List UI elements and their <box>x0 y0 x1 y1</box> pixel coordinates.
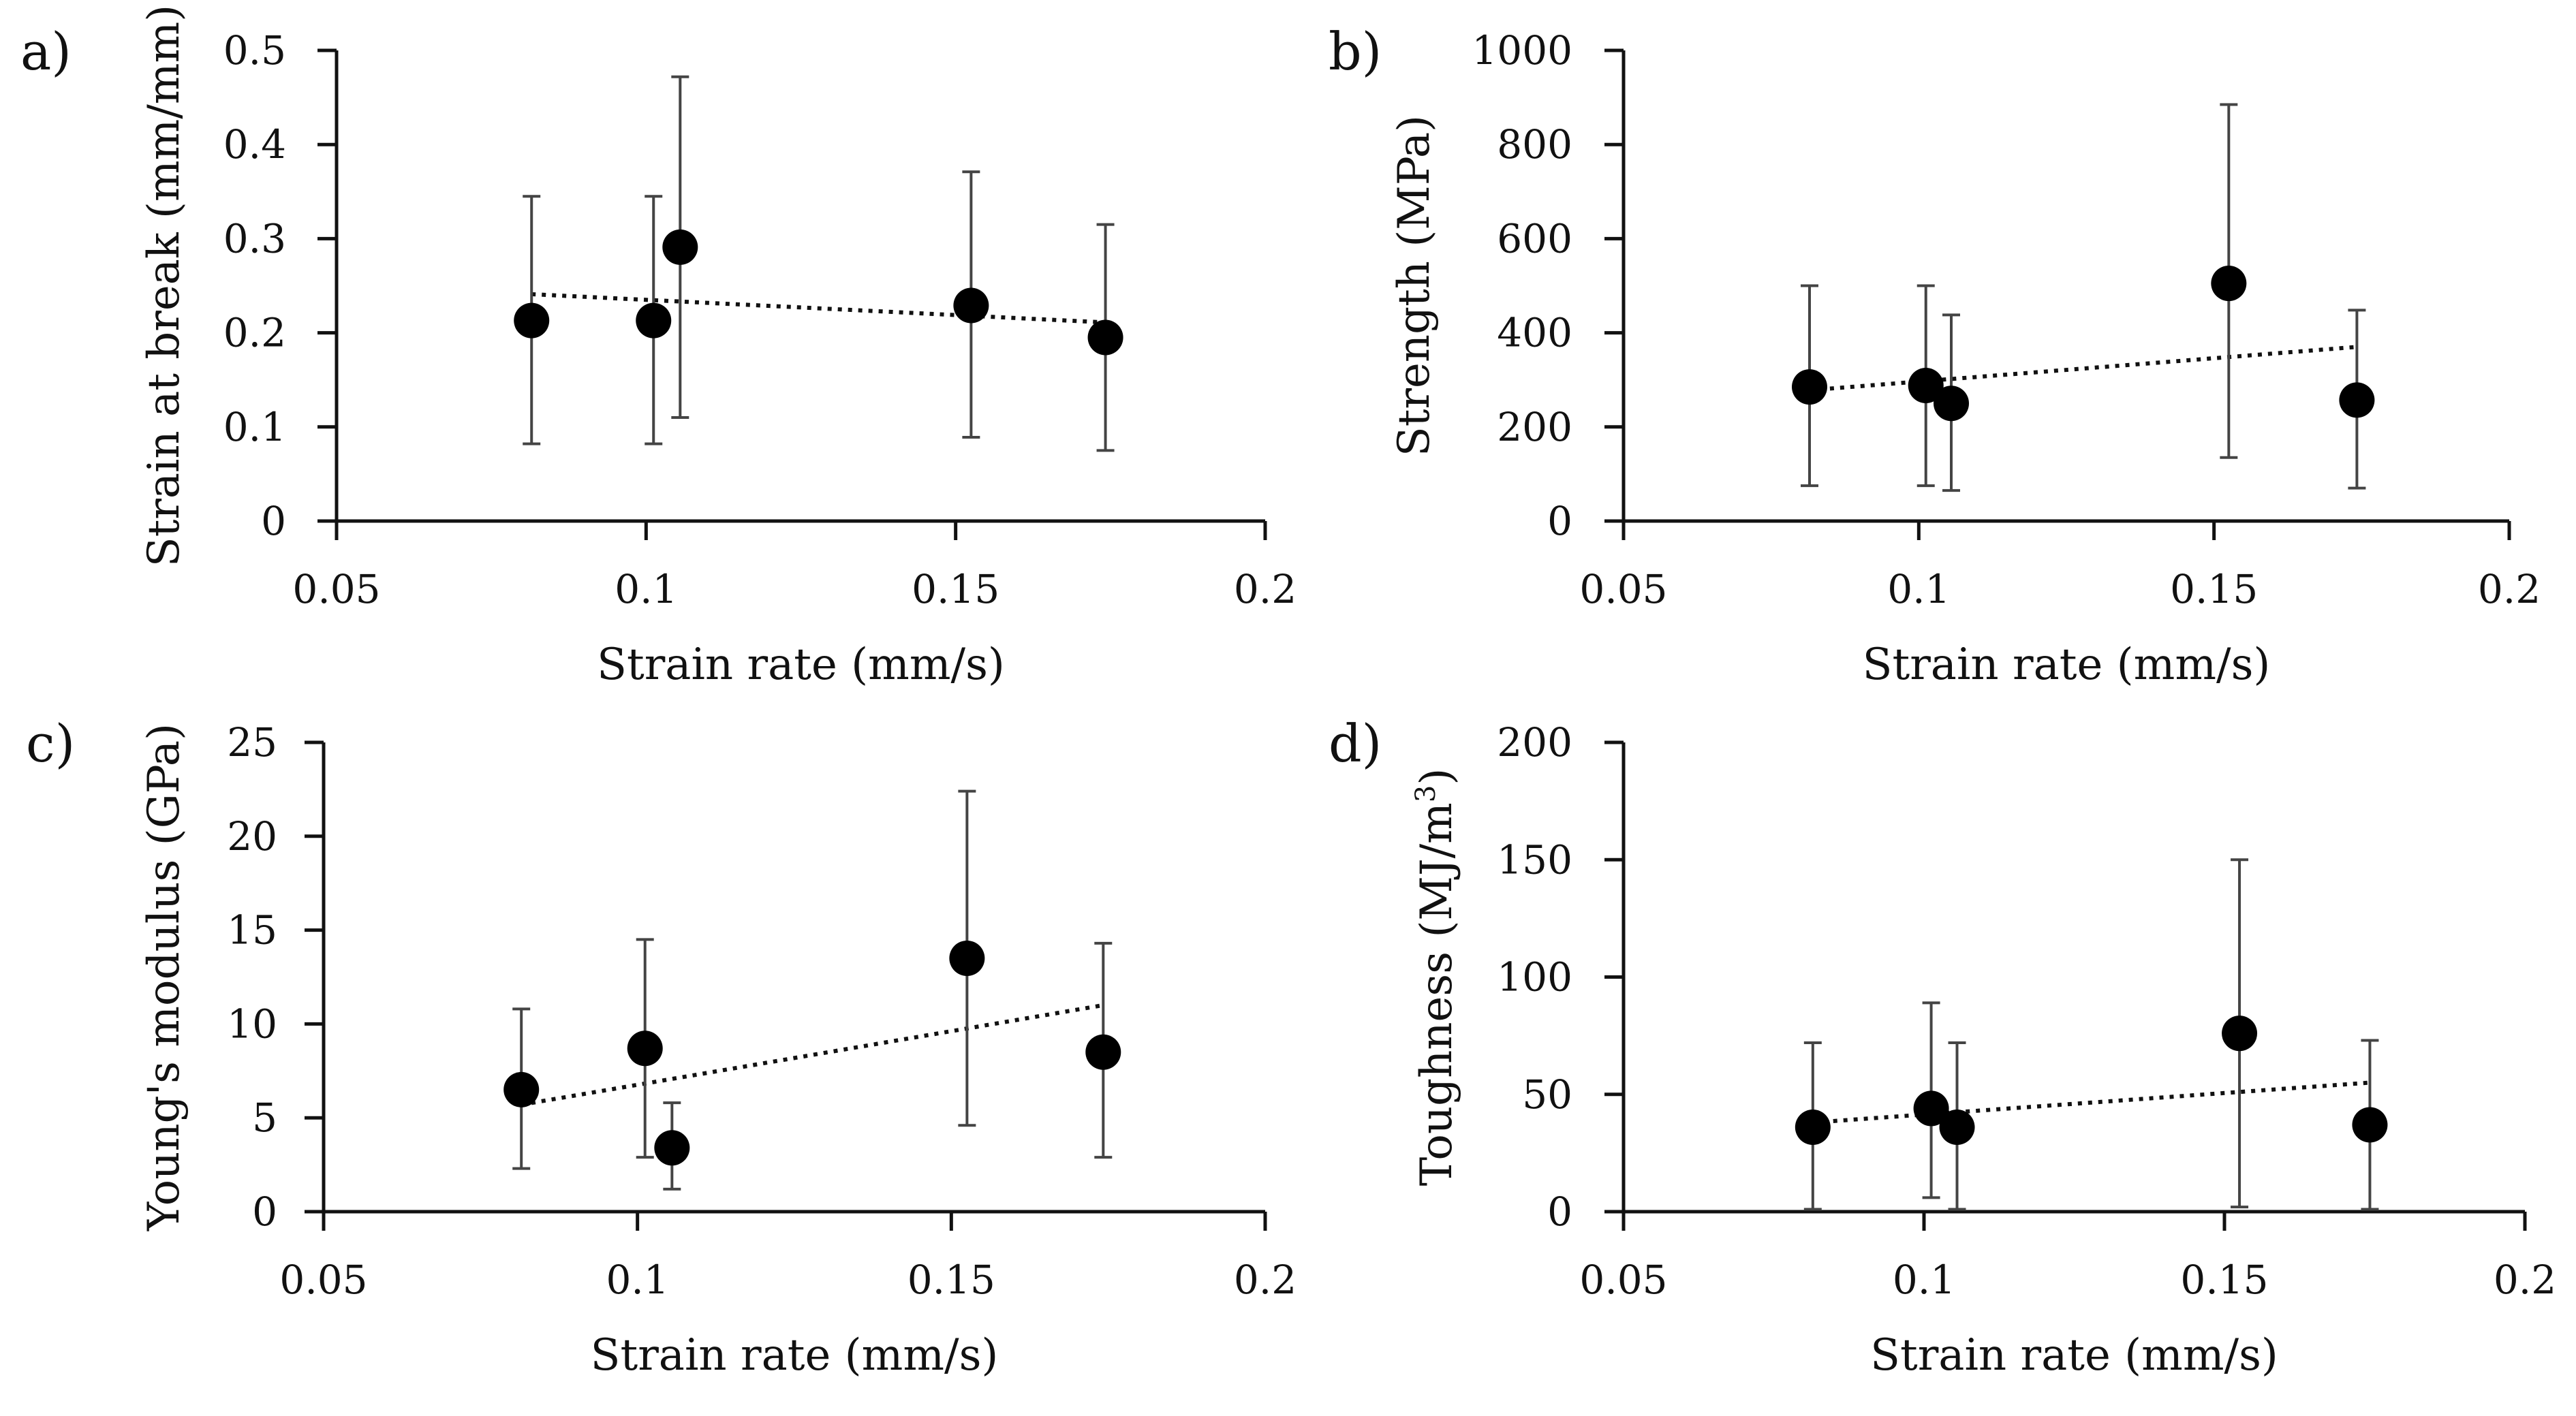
x-axis-title: Strain rate (mm/s) <box>1863 640 2271 690</box>
data-point <box>1939 1109 1975 1145</box>
x-tick-label: 0.2 <box>2478 566 2541 612</box>
y-tick-label: 600 <box>1497 215 1572 262</box>
y-tick-label: 400 <box>1497 310 1572 356</box>
y-tick-label: 0.4 <box>223 121 286 168</box>
panel-b: 0 200 400 600 800 1000 0.05 0.1 0.15 0.2 Strain ra… <box>1329 21 2541 690</box>
y-axis-title-tail: ) <box>1412 768 1462 785</box>
y-tick-label: 0 <box>1547 1189 1572 1235</box>
y-axis-title-superscript: 3 <box>1410 785 1442 802</box>
x-tick-label: 0.1 <box>606 1257 669 1303</box>
data-point <box>2211 266 2247 302</box>
y-axis-title: Young's modulus (GPa) <box>139 723 189 1231</box>
y-tick-label: 0 <box>261 498 286 544</box>
data-point <box>2352 1107 2388 1143</box>
data-point <box>2339 382 2375 418</box>
data-point <box>636 302 672 339</box>
data-point <box>503 1071 540 1107</box>
data-point <box>1795 1109 1831 1145</box>
x-tick-label: 0.2 <box>1234 566 1297 612</box>
y-tick-label: 25 <box>227 719 277 766</box>
y-tick-label: 50 <box>1522 1071 1572 1118</box>
y-tick-label: 0 <box>1547 498 1572 544</box>
panel-c: 0 5 10 15 20 25 0.05 0.1 0.15 0.2 Strain rate (mm/… <box>26 713 1297 1381</box>
panel-label: a) <box>20 21 72 82</box>
y-tick-label: 10 <box>227 1001 277 1047</box>
y-tick-label: 5 <box>252 1095 277 1141</box>
data-point <box>627 1030 663 1067</box>
y-axis-title: Toughness (MJ/m3) <box>1410 768 1462 1186</box>
trendline <box>521 1003 1104 1107</box>
data-point <box>1087 319 1123 356</box>
y-tick-label: 800 <box>1497 121 1572 168</box>
x-tick-label: 0.05 <box>1579 1257 1667 1303</box>
data-point <box>1085 1034 1121 1070</box>
y-tick-label: 0.3 <box>223 215 286 262</box>
x-tick-label: 0.1 <box>1887 566 1950 612</box>
x-tick-label: 0.15 <box>2170 566 2258 612</box>
data-point <box>2222 1016 2258 1052</box>
panel-d: 0 50 100 150 200 0.05 0.1 0.15 0.2 Strain rate (m… <box>1329 713 2556 1381</box>
trendline <box>1809 345 2357 392</box>
data-point <box>1792 369 1827 405</box>
y-tick-label: 150 <box>1497 836 1572 883</box>
x-tick-label: 0.05 <box>279 1257 367 1303</box>
panel-label: d) <box>1329 713 1382 774</box>
trendline <box>1812 1080 2370 1125</box>
x-tick-label: 0.05 <box>1579 566 1667 612</box>
x-axis-title: Strain rate (mm/s) <box>591 1330 999 1381</box>
x-tick-label: 0.2 <box>1234 1257 1297 1303</box>
y-tick-label: 0.2 <box>223 310 286 356</box>
y-tick-label: 1000 <box>1472 27 1572 74</box>
y-axis-title: Strain at break (mm/mm) <box>139 5 189 567</box>
trendline <box>531 292 1106 325</box>
y-tick-label: 15 <box>227 907 277 954</box>
y-tick-label: 0.5 <box>223 27 286 74</box>
x-tick-label: 0.15 <box>2180 1257 2268 1303</box>
x-axis-title: Strain rate (mm/s) <box>597 640 1005 690</box>
panel-label: b) <box>1329 21 1382 82</box>
y-tick-label: 20 <box>227 813 277 860</box>
x-tick-label: 0.15 <box>907 1257 995 1303</box>
data-point <box>949 940 985 976</box>
y-tick-label: 0 <box>252 1189 277 1235</box>
y-axis-title: Strength (MPa) <box>1389 115 1440 456</box>
x-axis-title: Strain rate (mm/s) <box>1870 1330 2278 1381</box>
data-point <box>953 287 989 324</box>
data-point <box>654 1130 690 1166</box>
y-axis-title-text: Toughness (MJ/m <box>1412 802 1462 1186</box>
y-tick-label: 200 <box>1497 404 1572 450</box>
panel-label: c) <box>26 713 75 774</box>
x-tick-label: 0.2 <box>2494 1257 2556 1303</box>
x-tick-label: 0.05 <box>292 566 380 612</box>
y-tick-label: 0.1 <box>223 404 286 450</box>
data-point <box>1913 1090 1949 1127</box>
panel-a: 0 0.1 0.2 0.3 0.4 0.5 0.05 0.1 0.15 0.2 Strain rat… <box>20 5 1297 690</box>
data-point <box>1908 367 1944 403</box>
x-tick-label: 0.1 <box>615 566 677 612</box>
y-tick-label: 200 <box>1497 719 1572 766</box>
y-axis-title-text: Strength (MPa) <box>1389 115 1440 456</box>
y-axis-title-text: Strain at break (mm/mm) <box>139 5 189 567</box>
y-axis-title-text: Young's modulus (GPa) <box>139 723 189 1231</box>
x-tick-label: 0.1 <box>1893 1257 1955 1303</box>
data-point <box>514 302 550 339</box>
x-tick-label: 0.15 <box>912 566 999 612</box>
y-tick-label: 100 <box>1497 954 1572 1001</box>
data-point <box>1934 386 1969 422</box>
data-point <box>662 229 698 265</box>
